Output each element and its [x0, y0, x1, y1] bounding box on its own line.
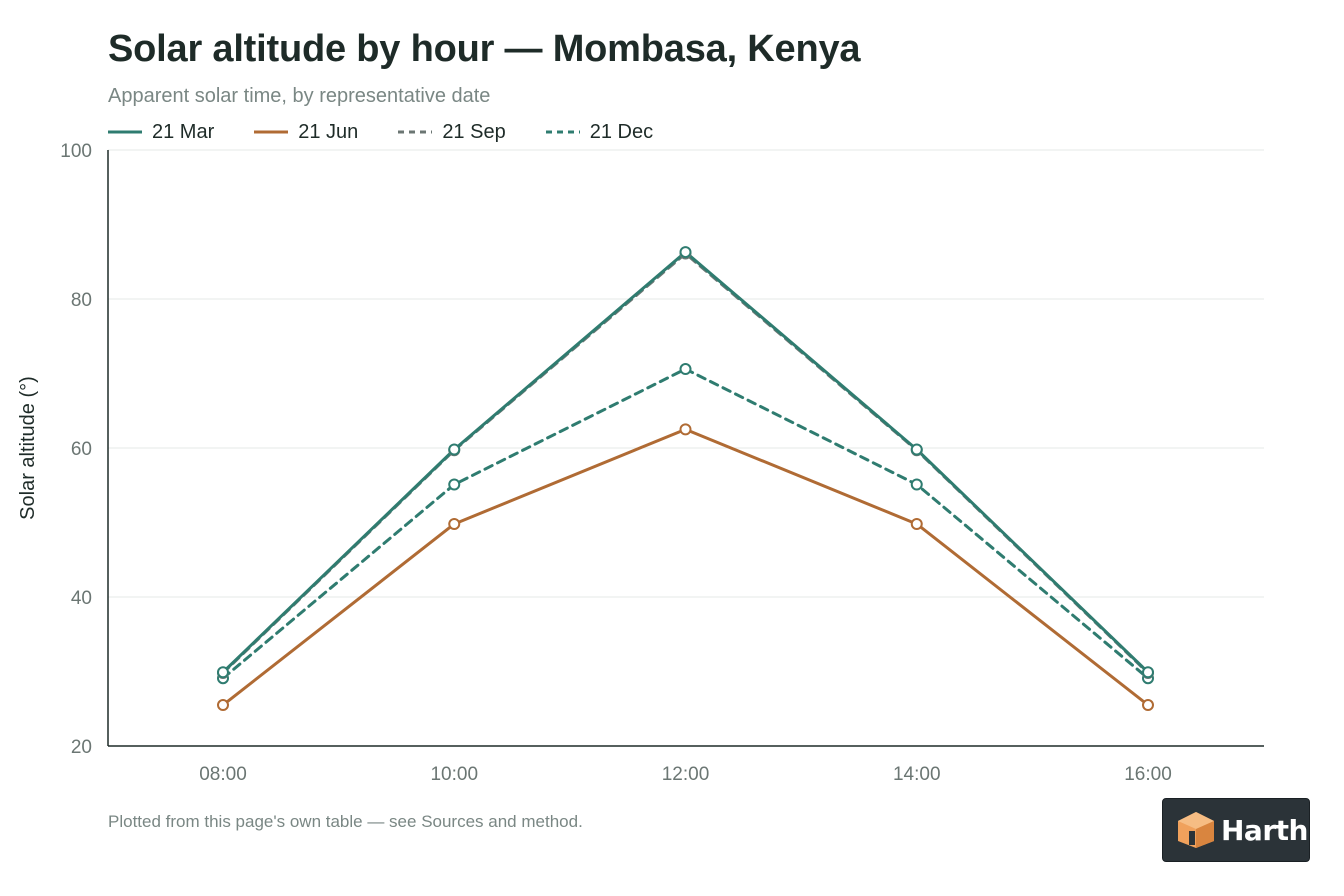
chart-title: Solar altitude by hour — Mombasa, Kenya [108, 28, 861, 70]
legend-swatch-21-dec [545, 130, 580, 134]
x-tick-label: 16:00 [1124, 764, 1172, 785]
data-point-21-jun [679, 423, 692, 436]
logo-text: Harth [1221, 813, 1308, 847]
data-point-21-mar [910, 443, 923, 456]
legend-item-21-sep[interactable]: 21 Sep [398, 120, 506, 144]
series-line-21-dec [221, 367, 1150, 680]
y-axis-label: Solar altitude (°) [17, 376, 39, 520]
data-point-21-mar [1142, 666, 1154, 679]
footnote: Plotted from this page's own table — see… [108, 812, 583, 831]
y-tick-label: 60 [71, 439, 92, 460]
legend-label: 21 Dec [589, 120, 654, 143]
y-tick-label: 80 [71, 290, 92, 311]
chart-subtitle: Apparent solar time, by representative d… [108, 85, 491, 107]
legend-label: 21 Mar [152, 120, 215, 143]
x-tick-label: 08:00 [199, 764, 247, 785]
legend-item-21-jun[interactable]: 21 Jun [254, 121, 358, 144]
chart-legend: 21 Mar 21 Jun 21 Sep 21 Dec [108, 119, 693, 145]
data-point-21-jun [1142, 699, 1154, 712]
brand-logo-badge[interactable]: Harth [1162, 798, 1310, 862]
y-tick-label: 100 [60, 141, 92, 162]
data-point-21-mar [217, 666, 229, 679]
series-line-21-sep [221, 252, 1150, 675]
legend-label: 21 Sep [442, 120, 506, 143]
legend-swatch-21-sep [398, 130, 433, 134]
logo-cube-icon [1178, 812, 1214, 848]
legend-item-21-mar[interactable]: 21 Mar [108, 121, 214, 144]
data-point-21-dec [679, 363, 692, 376]
data-point-21-mar [679, 246, 692, 259]
x-tick-label: 14:00 [893, 764, 941, 785]
data-point-21-jun [910, 517, 923, 530]
series-line-21-mar [221, 250, 1150, 674]
y-tick-label: 20 [71, 737, 92, 758]
data-point-21-dec [448, 478, 461, 491]
y-tick-label: 40 [71, 588, 92, 609]
legend-swatch-21-mar [108, 130, 142, 134]
data-point-21-jun [217, 699, 229, 712]
x-tick-label: 10:00 [430, 764, 478, 785]
legend-label: 21 Jun [298, 120, 359, 143]
legend-item-21-dec[interactable]: 21 Dec [545, 120, 654, 144]
data-point-21-mar [448, 443, 461, 456]
data-point-21-jun [448, 517, 461, 530]
series-line-21-jun [221, 427, 1150, 707]
data-point-21-dec [910, 478, 923, 491]
legend-swatch-21-jun [254, 130, 289, 134]
x-tick-label: 12:00 [662, 764, 710, 785]
